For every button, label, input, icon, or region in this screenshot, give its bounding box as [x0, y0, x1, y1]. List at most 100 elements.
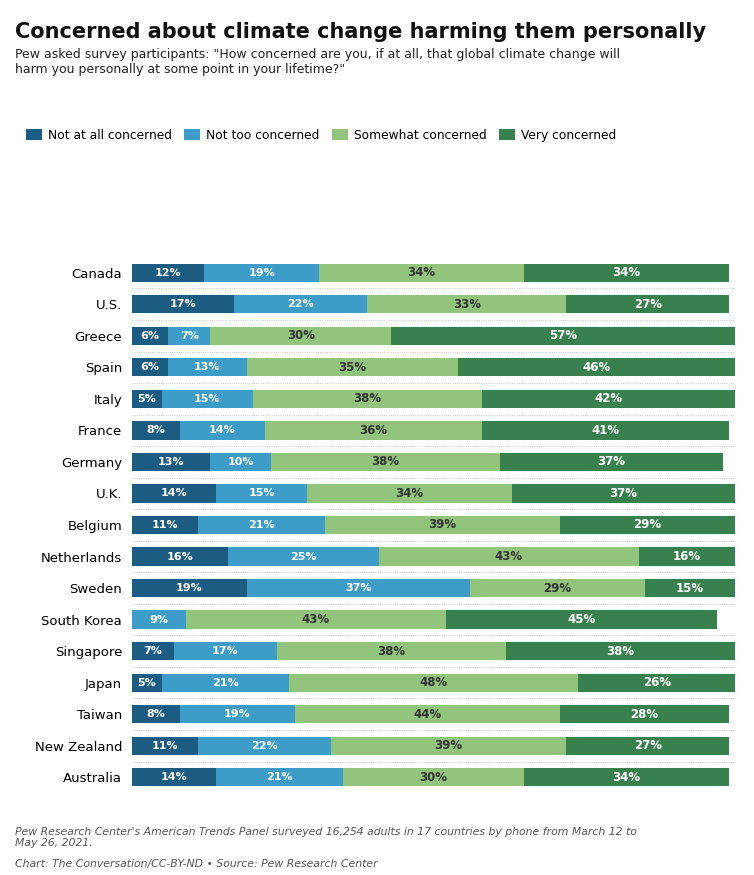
Bar [162, 674, 289, 692]
Bar [307, 485, 512, 502]
Text: 26%: 26% [642, 676, 671, 690]
Text: 57%: 57% [549, 329, 578, 342]
Text: 6%: 6% [140, 331, 160, 340]
Bar [506, 642, 735, 661]
Bar [331, 737, 566, 755]
Text: 25%: 25% [290, 551, 317, 562]
Text: Pew Research Center's American Trends Panel surveyed 16,254 adults in 17 countri: Pew Research Center's American Trends Pa… [15, 827, 637, 849]
Text: 22%: 22% [251, 741, 278, 751]
Bar [639, 548, 735, 566]
Text: 39%: 39% [428, 519, 457, 531]
Text: 37%: 37% [597, 455, 626, 468]
Text: 21%: 21% [248, 520, 275, 530]
Bar [228, 548, 379, 566]
Bar [524, 263, 729, 282]
Bar [500, 452, 723, 471]
Bar [132, 516, 198, 534]
Text: Chart: The Conversation/CC-BY-ND • Source: Pew Research Center: Chart: The Conversation/CC-BY-ND • Sourc… [15, 859, 378, 869]
Text: 43%: 43% [302, 613, 330, 626]
Bar [319, 263, 524, 282]
Bar [295, 705, 560, 724]
Bar [560, 516, 735, 534]
Text: 30%: 30% [419, 771, 448, 784]
Bar [247, 358, 458, 376]
Text: 14%: 14% [161, 773, 188, 782]
Text: 34%: 34% [395, 487, 424, 500]
Text: 48%: 48% [419, 676, 448, 690]
Bar [470, 579, 645, 598]
Text: 17%: 17% [170, 299, 197, 309]
Bar [132, 421, 180, 439]
Bar [216, 485, 307, 502]
Text: 34%: 34% [612, 266, 641, 279]
Bar [132, 705, 180, 724]
Text: 27%: 27% [633, 298, 662, 311]
Text: 30%: 30% [287, 329, 315, 342]
Text: 46%: 46% [582, 360, 611, 374]
Text: 45%: 45% [567, 613, 596, 626]
Bar [289, 674, 578, 692]
Bar [132, 295, 234, 313]
Bar [247, 579, 470, 598]
Bar [132, 389, 162, 408]
Text: 22%: 22% [287, 299, 314, 309]
Text: 38%: 38% [371, 455, 400, 468]
Bar [132, 737, 198, 755]
Text: 13%: 13% [194, 362, 221, 372]
Text: 16%: 16% [167, 551, 194, 562]
Text: 5%: 5% [138, 394, 156, 404]
Bar [132, 548, 228, 566]
Bar [132, 326, 168, 345]
Text: 42%: 42% [594, 392, 623, 405]
Text: 16%: 16% [673, 550, 701, 563]
Bar [265, 421, 482, 439]
Bar [379, 548, 639, 566]
Text: 34%: 34% [407, 266, 436, 279]
Text: 27%: 27% [633, 739, 662, 752]
Text: 44%: 44% [413, 708, 442, 721]
Bar [578, 674, 735, 692]
Text: 38%: 38% [606, 645, 635, 658]
Bar [210, 452, 271, 471]
Text: 15%: 15% [248, 488, 275, 499]
Text: 11%: 11% [152, 520, 179, 530]
Bar [186, 611, 446, 629]
Text: 13%: 13% [158, 457, 185, 467]
Bar [204, 263, 319, 282]
Bar [168, 326, 210, 345]
Bar [132, 579, 247, 598]
Bar [132, 611, 186, 629]
Text: 5%: 5% [138, 678, 156, 688]
Text: 15%: 15% [676, 582, 704, 595]
Text: 8%: 8% [146, 425, 166, 436]
Bar [566, 737, 729, 755]
Bar [482, 389, 735, 408]
Bar [391, 326, 735, 345]
Text: 6%: 6% [140, 362, 160, 372]
Text: 17%: 17% [212, 646, 239, 656]
Bar [458, 358, 735, 376]
Bar [253, 389, 482, 408]
Text: Pew asked survey participants: "How concerned are you, if at all, that global cl: Pew asked survey participants: "How conc… [15, 48, 621, 76]
Bar [446, 611, 717, 629]
Bar [180, 705, 295, 724]
Bar [482, 421, 729, 439]
Text: 43%: 43% [495, 550, 523, 563]
Text: Concerned about climate change harming them personally: Concerned about climate change harming t… [15, 22, 706, 42]
Text: 38%: 38% [377, 645, 406, 658]
Text: 19%: 19% [176, 583, 203, 593]
Bar [277, 642, 506, 661]
Text: 41%: 41% [591, 424, 620, 437]
Bar [132, 485, 216, 502]
Legend: Not at all concerned, Not too concerned, Somewhat concerned, Very concerned: Not at all concerned, Not too concerned,… [21, 124, 621, 147]
Text: 28%: 28% [630, 708, 659, 721]
Text: 39%: 39% [434, 739, 463, 752]
Bar [524, 768, 729, 787]
Bar [180, 421, 265, 439]
Text: 37%: 37% [345, 583, 372, 593]
Bar [132, 263, 204, 282]
Text: 14%: 14% [161, 488, 188, 499]
Text: 38%: 38% [353, 392, 382, 405]
Text: 8%: 8% [146, 710, 166, 719]
Text: 37%: 37% [609, 487, 638, 500]
